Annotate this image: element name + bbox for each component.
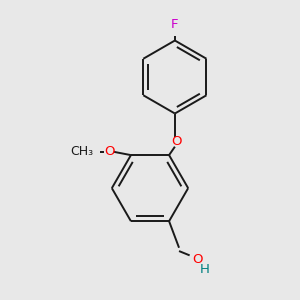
Text: F: F: [171, 18, 178, 31]
Text: O: O: [104, 145, 115, 158]
Text: O: O: [192, 253, 203, 266]
Text: CH₃: CH₃: [70, 145, 94, 158]
Text: H: H: [200, 263, 209, 276]
Text: O: O: [171, 135, 182, 148]
